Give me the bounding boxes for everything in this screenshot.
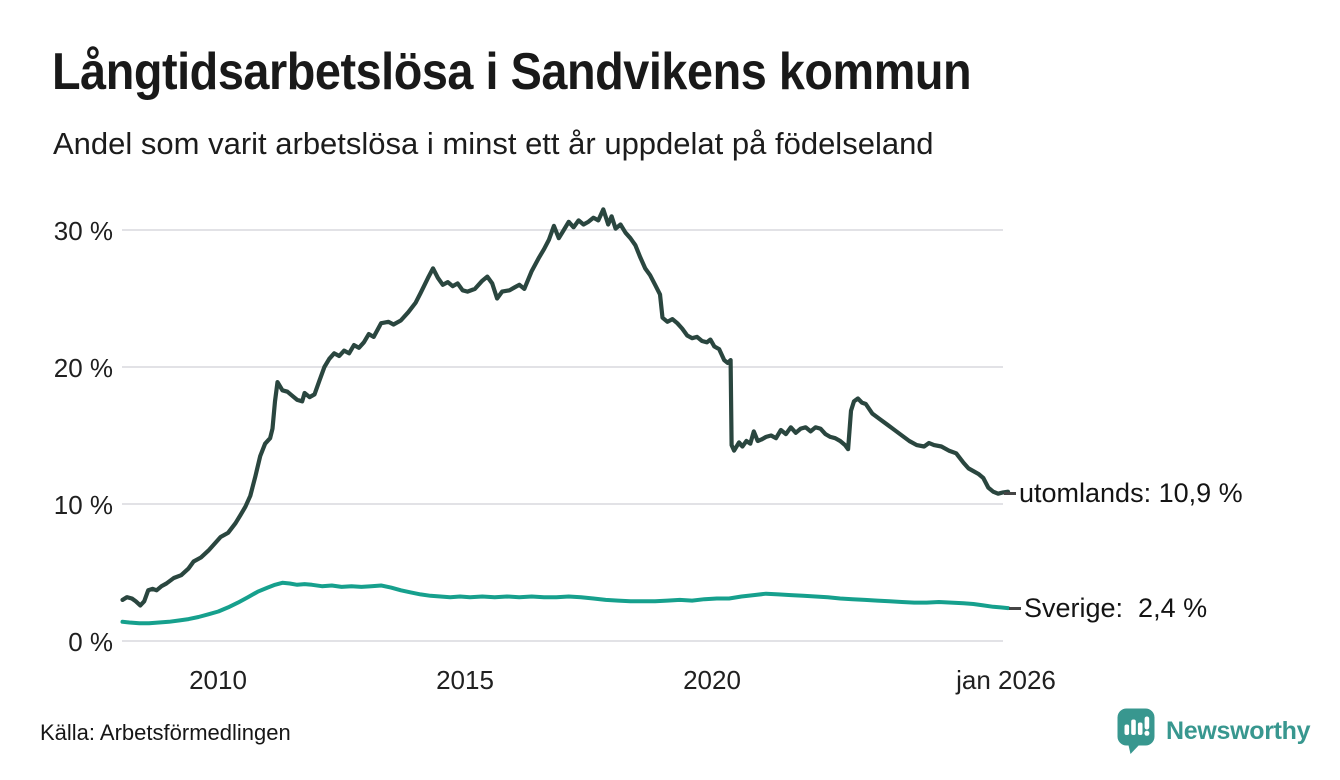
gridlines <box>122 229 1003 642</box>
y-tick-30: 30 % <box>54 216 113 246</box>
chart-subtitle: Andel som varit arbetslösa i minst ett å… <box>53 126 934 161</box>
y-tick-20: 20 % <box>54 353 113 383</box>
label-connector-dash <box>1009 607 1021 610</box>
newsworthy-wordmark: Newsworthy <box>1166 716 1311 745</box>
series-end-label-utomlands: utomlands: 10,9 % <box>1004 478 1243 509</box>
series-end-label-sverige: Sverige: 2,4 % <box>1009 593 1207 624</box>
y-tick-10: 10 % <box>54 490 113 520</box>
x-tick-2020: 2020 <box>683 665 741 695</box>
newsworthy-icon <box>1117 708 1155 754</box>
source-note: Källa: Arbetsförmedlingen <box>40 720 291 745</box>
x-axis-labels: 2010 2015 2020 jan 2026 <box>189 665 1056 695</box>
series-line-utomlands <box>120 207 1011 608</box>
x-tick-2010: 2010 <box>189 665 247 695</box>
chart-title: Långtidsarbetslösa i Sandvikens kommun <box>52 43 972 101</box>
newsworthy-logo: Newsworthy <box>1116 707 1311 755</box>
series-end-label-text: Sverige: 2,4 % <box>1024 593 1208 623</box>
label-connector-dash <box>1004 492 1016 495</box>
y-axis-labels: 30 % 20 % 10 % 0 % <box>54 216 113 657</box>
x-tick-2015: 2015 <box>436 665 494 695</box>
series-end-label-text: utomlands: 10,9 % <box>1019 478 1243 508</box>
y-tick-0: 0 % <box>68 627 113 657</box>
series-lines <box>120 207 1011 626</box>
series-line-sverige <box>120 580 1010 626</box>
x-tick-jan2026: jan 2026 <box>955 665 1056 695</box>
